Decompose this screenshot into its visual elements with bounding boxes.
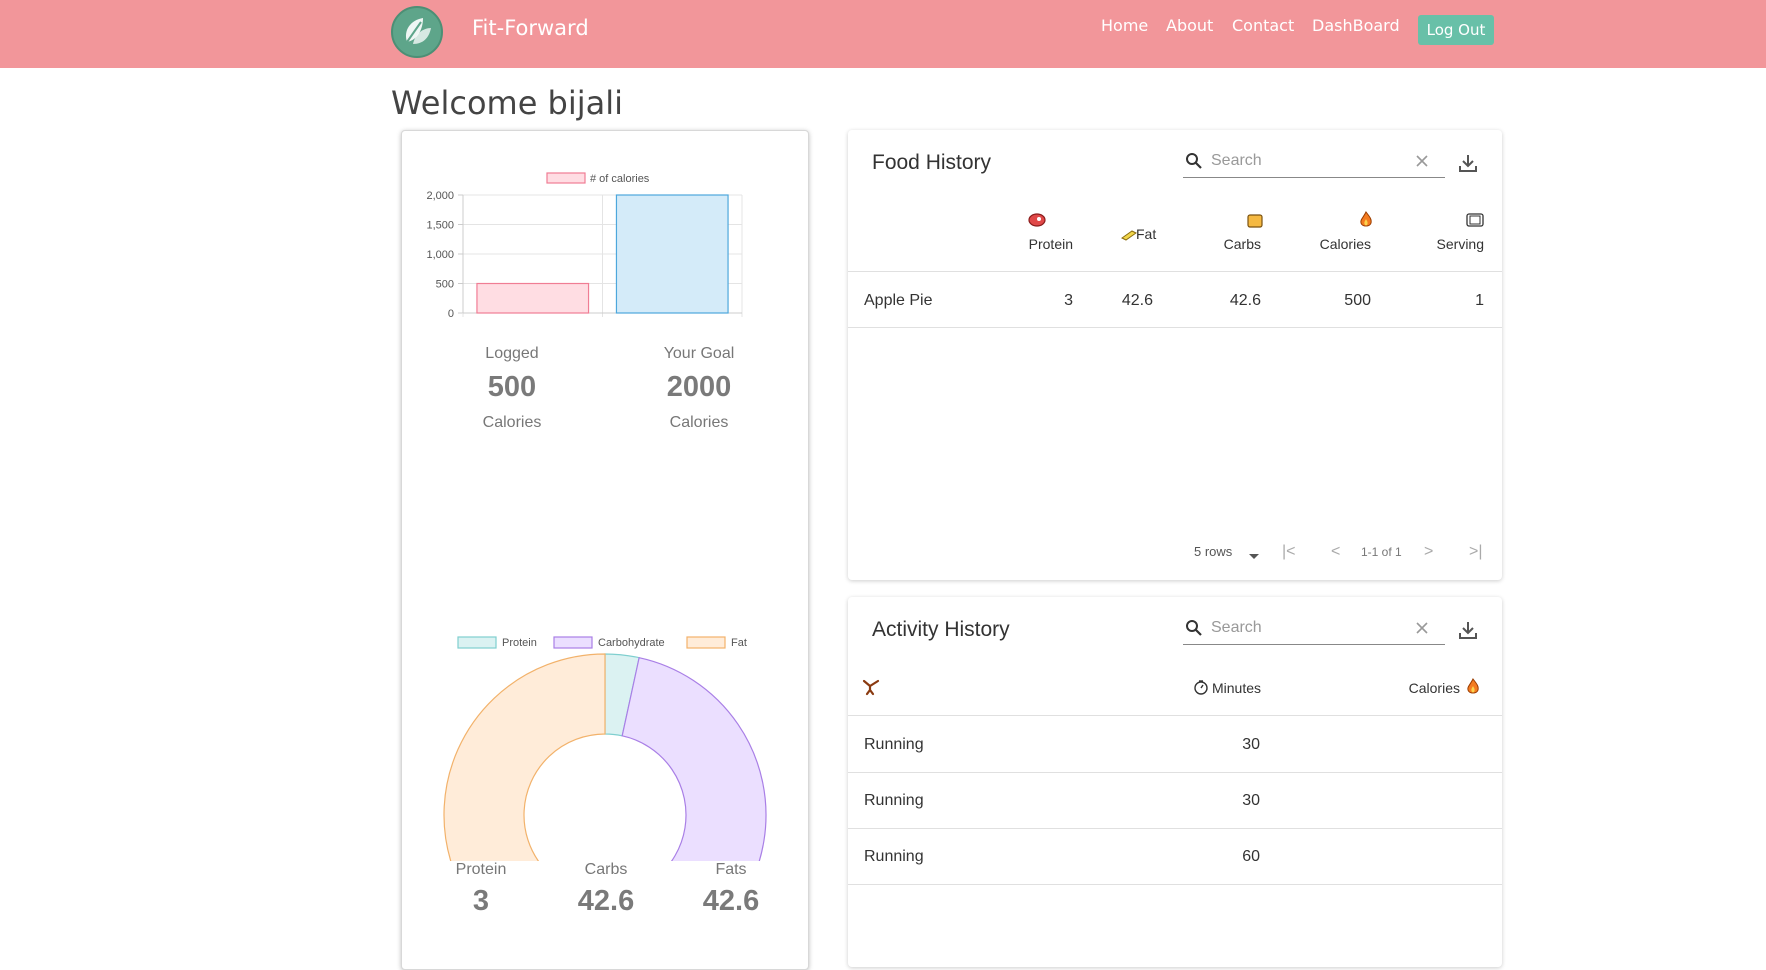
nav-dashboard-link[interactable]: DashBoard [1312,16,1400,35]
y-tick-label: 1,500 [426,220,454,232]
search-icon [1185,619,1203,642]
fat-header[interactable]: Fat [1136,226,1157,242]
download-icon[interactable] [1457,619,1479,646]
serving-header[interactable]: Serving [1436,236,1484,252]
food-protein-cell: 3 [1064,292,1073,309]
carbs-value: 42.6 [577,885,635,917]
row-divider [848,884,1502,885]
activity-minutes-cell: 30 [1242,792,1260,809]
butter-icon [1120,228,1138,247]
row-divider [848,327,1502,328]
goal-unit: Calories [669,414,729,431]
carbs-label: Carbs [584,861,628,878]
calorie-bar [476,282,590,314]
minutes-header[interactable]: Minutes [1212,680,1262,696]
legend-label: Fat [731,637,747,649]
donut-slice [621,656,767,861]
first-page-icon[interactable]: |< [1282,543,1296,560]
food-history-card: Food History Protein Fat Carbs Calories … [848,130,1502,580]
timer-icon [1193,679,1209,700]
row-divider [848,772,1502,773]
goal-label: Your Goal [663,345,735,362]
activity-calories-header[interactable]: Calories [1408,680,1460,696]
activity-name-cell: Running [864,848,924,865]
y-tick-label: 2,000 [426,190,454,202]
navbar: Fit-Forward Home About Contact DashBoard… [0,0,1766,68]
protein-label: Protein [455,861,507,878]
calorie-bar-chart: # of calories 2,000 1,500 1,000 500 0 [426,172,743,320]
clear-search-icon[interactable] [1415,154,1429,173]
activity-history-card: Activity History Minutes Calories Runnin… [848,597,1502,967]
nav-contact-link[interactable]: Contact [1232,16,1295,35]
legend-label: Protein [502,637,537,649]
download-icon[interactable] [1457,152,1479,179]
logged-label: Logged [485,345,539,362]
legend-label: # of calories [590,173,650,185]
calorie-bar [615,194,729,314]
food-search-input[interactable] [1211,148,1411,174]
food-calories-cell: 500 [1344,292,1371,309]
next-page-icon[interactable]: > [1424,543,1434,560]
fats-label: Fats [715,861,747,878]
y-tick-label: 0 [448,308,454,320]
header-divider [848,715,1502,716]
goal-value: 2000 [666,371,732,403]
food-carbs-cell: 42.6 [1229,292,1261,309]
logout-button[interactable]: Log Out [1418,15,1494,45]
calories-header[interactable]: Calories [1319,236,1371,252]
legend-swatch [686,636,726,649]
food-serving-cell: 1 [1475,292,1484,309]
clear-search-icon[interactable] [1415,621,1429,640]
activity-minutes-cell: 30 [1242,736,1260,753]
activity-minutes-cell: 60 [1242,848,1260,865]
food-search [1183,146,1445,178]
flame-icon [1466,678,1480,701]
activity-name-cell: Running [864,736,924,753]
last-page-icon[interactable]: >| [1469,543,1483,560]
caret-down-icon[interactable] [1248,548,1260,566]
legend-label: Carbohydrate [598,637,665,649]
y-tick-label: 500 [436,279,454,291]
macro-donut-chart: Protein Carbohydrate Fat [443,636,767,861]
header-divider [848,271,1502,272]
brand-name[interactable]: Fit-Forward [472,16,589,40]
search-icon [1185,152,1203,175]
activity-name-cell: Running [864,792,924,809]
protein-header[interactable]: Protein [1028,236,1073,252]
food-name-cell: Apple Pie [864,292,933,309]
page-info: 1-1 of 1 [1361,545,1402,559]
activity-history-title: Activity History [872,618,1010,641]
rows-per-page-select[interactable]: 5 rows [1194,544,1233,559]
flame-icon [1359,211,1373,234]
welcome-heading: Welcome bijali [391,84,624,122]
row-divider [848,828,1502,829]
food-fat-cell: 42.6 [1121,292,1153,309]
y-tick-label: 1,000 [426,249,454,261]
nav-home-link[interactable]: Home [1101,16,1149,35]
legend-swatch [546,172,586,184]
protein-value: 3 [472,885,490,917]
logged-value: 500 [487,371,537,403]
nav-about-link[interactable]: About [1166,16,1214,35]
food-history-title: Food History [872,151,992,174]
meat-icon [1028,212,1046,233]
logged-unit: Calories [482,414,542,431]
nutrition-summary-card: # of calories 2,000 1,500 1,000 500 0 Logged … [401,130,809,970]
activity-search [1183,613,1445,645]
donut-slice [443,653,606,861]
legend-swatch [553,636,593,649]
plate-icon [1466,212,1484,233]
carbs-header[interactable]: Carbs [1223,236,1261,252]
prev-page-icon[interactable]: < [1331,543,1341,560]
legend-swatch [457,636,497,649]
activity-search-input[interactable] [1211,615,1411,641]
leaf-logo-icon[interactable] [391,6,443,58]
running-person-icon [862,678,880,701]
fats-value: 42.6 [702,885,760,917]
bread-icon [1247,213,1263,234]
